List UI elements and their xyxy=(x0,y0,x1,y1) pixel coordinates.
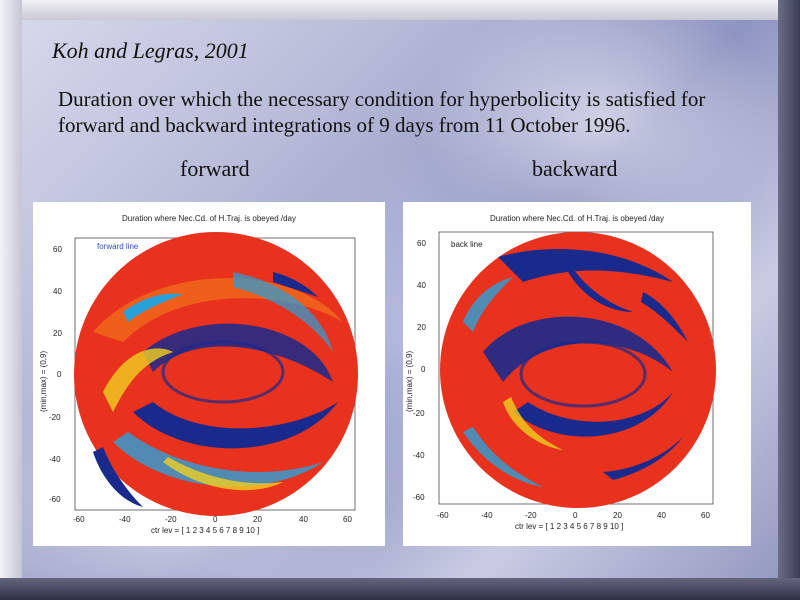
frame-right-bevel xyxy=(778,0,800,600)
forward-ytick: -40 xyxy=(49,455,61,464)
backward-xtick: 40 xyxy=(657,511,666,520)
forward-ytick: 40 xyxy=(53,287,62,296)
backward-xtick: 60 xyxy=(701,511,710,520)
forward-ytick: -20 xyxy=(49,413,61,422)
forward-ytick: 20 xyxy=(53,329,62,338)
backward-field-disk xyxy=(440,232,716,508)
author-citation: Koh and Legras, 2001 xyxy=(52,38,249,63)
forward-xtick: 40 xyxy=(299,515,308,524)
backward-inline-label: back line xyxy=(451,240,483,249)
forward-xtick: 20 xyxy=(253,515,262,524)
backward-ytick: 0 xyxy=(421,365,426,374)
forward-yticks: 60 40 20 0 -20 -40 -60 xyxy=(49,245,62,504)
backward-figure: Duration where Nec.Cd. of H.Traj. is obe… xyxy=(403,202,751,546)
forward-xtick: -20 xyxy=(165,515,177,524)
backward-xtick: 20 xyxy=(613,511,622,520)
backward-polar-plot: 60 40 20 0 -20 -40 -60 -60 -40 -20 0 20 … xyxy=(413,231,716,520)
backward-label: backward xyxy=(532,156,618,181)
backward-xticks: -60 -40 -20 0 20 40 60 xyxy=(437,511,710,520)
forward-ytick: 60 xyxy=(53,245,62,254)
forward-ytick: -60 xyxy=(49,495,61,504)
backward-ytick: -60 xyxy=(413,493,425,502)
forward-xticks: -60 -40 -20 0 20 40 60 xyxy=(73,515,352,524)
forward-ylabel: (min,max) = (0,9) xyxy=(39,350,48,412)
forward-plot-title: Duration where Nec.Cd. of H.Traj. is obe… xyxy=(121,214,296,223)
forward-xtick: 0 xyxy=(213,515,218,524)
frame-bottom-bevel xyxy=(0,578,800,600)
forward-label: forward xyxy=(180,156,250,181)
backward-ytick: -40 xyxy=(413,451,425,460)
backward-plot-title: Duration where Nec.Cd. of H.Traj. is obe… xyxy=(489,214,664,223)
backward-ylabel: (min,max) = (0,9) xyxy=(405,350,414,412)
backward-xlabel: ctr lev = [ 1 2 3 4 5 6 7 8 9 10 ] xyxy=(515,522,624,531)
backward-xtick: 0 xyxy=(573,511,578,520)
forward-xtick: -60 xyxy=(73,515,85,524)
backward-xtick: -40 xyxy=(481,511,493,520)
forward-polar-plot: 60 40 20 0 -20 -40 -60 -60 -40 -20 0 20 … xyxy=(49,232,358,524)
forward-xtick: 60 xyxy=(343,515,352,524)
backward-yticks: 60 40 20 0 -20 -40 -60 xyxy=(413,239,426,502)
forward-xtick: -40 xyxy=(119,515,131,524)
backward-ytick: 20 xyxy=(417,323,426,332)
frame-left-bevel xyxy=(0,0,22,600)
forward-inline-label: forward line xyxy=(97,242,139,251)
forward-field-disk xyxy=(74,232,358,516)
backward-xtick: -20 xyxy=(525,511,537,520)
backward-ytick: 60 xyxy=(417,239,426,248)
backward-xtick: -60 xyxy=(437,511,449,520)
forward-figure: Duration where Nec.Cd. of H.Traj. is obe… xyxy=(33,202,385,546)
slide-description: Duration over which the necessary condit… xyxy=(58,87,706,137)
forward-xlabel: ctr lev = [ 1 2 3 4 5 6 7 8 9 10 ] xyxy=(151,526,260,535)
forward-ytick: 0 xyxy=(57,370,62,379)
backward-ytick: -20 xyxy=(413,409,425,418)
backward-ytick: 40 xyxy=(417,281,426,290)
frame-top-bevel xyxy=(0,0,800,20)
